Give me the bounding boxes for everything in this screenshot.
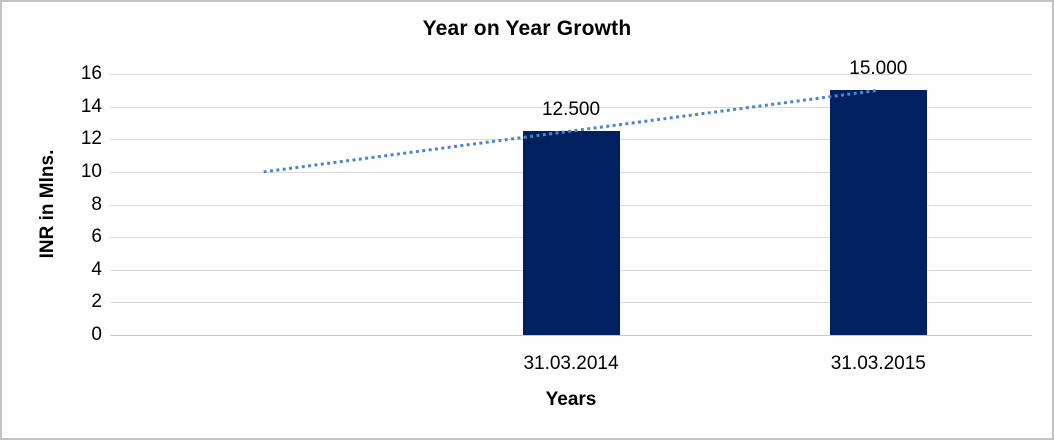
data-label: 15.000 <box>849 58 908 80</box>
data-label: 12.500 <box>541 99 601 121</box>
chart-title: Year on Year Growth <box>422 17 632 40</box>
gridline-0 <box>110 335 1032 336</box>
y-tick-label: 4 <box>91 258 102 280</box>
y-tick-label: 0 <box>91 324 102 345</box>
x-tick-label: 31.03.2015 <box>830 353 926 374</box>
y-tick-label: 2 <box>91 291 102 313</box>
gridline-14 <box>110 106 1032 108</box>
bar-31.03.2015 <box>829 90 927 335</box>
trendline <box>263 88 879 174</box>
y-tick-label: 16 <box>80 63 102 84</box>
gridline-16 <box>110 74 1032 75</box>
y-tick-label: 6 <box>91 226 102 248</box>
y-tick-label: 8 <box>91 193 102 215</box>
trendline-segment <box>263 88 879 174</box>
y-tick-label: 14 <box>80 95 102 117</box>
x-tick-label: 31.03.2014 <box>523 353 619 374</box>
plot-area <box>110 74 1032 336</box>
bar-31.03.2014 <box>522 131 620 335</box>
y-tick-label: 12 <box>80 128 102 150</box>
y-tick-label: 10 <box>80 160 102 182</box>
x-axis-title: Years <box>545 389 597 410</box>
